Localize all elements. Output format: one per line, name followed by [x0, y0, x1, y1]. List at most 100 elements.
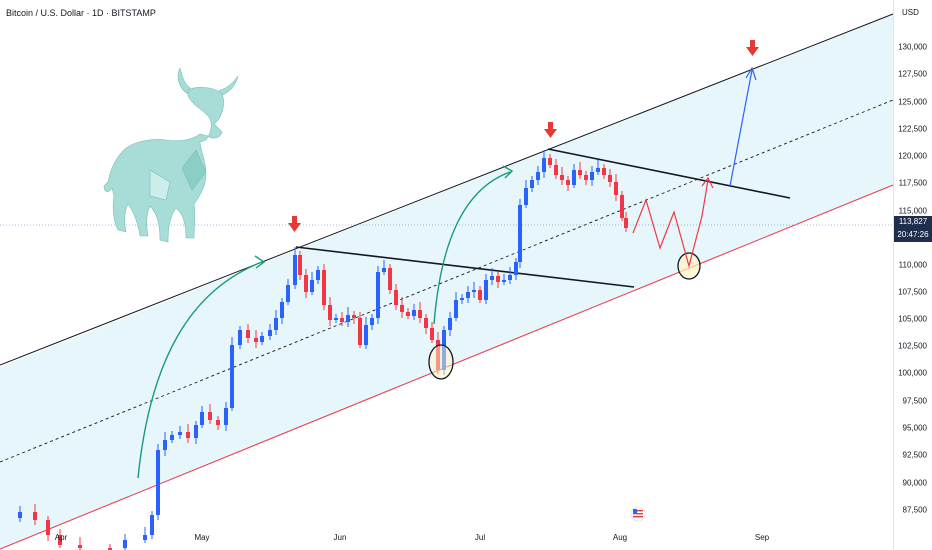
candle-body — [382, 268, 386, 272]
resistance-trendline-1[interactable] — [295, 246, 635, 288]
price-tick: 100,000 — [898, 368, 927, 378]
candle-body — [406, 312, 410, 316]
candle-body — [624, 218, 628, 228]
candle-body — [566, 180, 570, 185]
current-price-value: 113,827 — [898, 217, 928, 226]
candle-body — [123, 540, 127, 548]
channel-upper-line[interactable] — [0, 13, 894, 366]
candle-body — [78, 545, 82, 548]
time-tick: May — [194, 533, 210, 542]
resistance-trendline-2[interactable] — [547, 148, 791, 199]
price-tick: 107,500 — [898, 287, 927, 297]
candle-body — [524, 188, 528, 205]
candle-body — [448, 318, 452, 330]
candle-body — [502, 280, 506, 282]
candle-body — [418, 310, 422, 318]
candle-body — [530, 180, 534, 188]
candle-body — [224, 408, 228, 425]
candle-body — [280, 302, 284, 318]
candle-body — [370, 318, 374, 325]
price-tick: 127,500 — [898, 69, 927, 79]
red-down-arrow-icon — [288, 216, 301, 232]
candle-body — [194, 425, 198, 438]
price-tick: 102,500 — [898, 341, 927, 351]
candle-body — [46, 520, 50, 535]
price-tick: 90,000 — [902, 478, 927, 488]
candle-body — [238, 330, 242, 345]
candle-body — [518, 205, 522, 262]
price-tick: 120,000 — [898, 151, 927, 161]
candle-body — [412, 310, 416, 316]
candle-body — [163, 440, 167, 450]
candle-body — [200, 412, 204, 425]
candle-body — [208, 412, 212, 420]
candle-body — [322, 270, 326, 305]
time-tick: Jun — [333, 533, 347, 542]
teal-arrowhead-2 — [502, 165, 514, 179]
price-tick: 110,000 — [898, 260, 927, 270]
bull-illustration-icon — [103, 67, 239, 243]
candle-body — [596, 168, 600, 172]
candle-body — [548, 158, 552, 165]
candle-body — [554, 165, 558, 175]
candle-body — [460, 298, 464, 300]
candle-body — [310, 280, 314, 292]
price-tick: 130,000 — [898, 42, 927, 52]
candle-body — [602, 168, 606, 175]
candle-body — [514, 262, 518, 275]
time-tick: Aug — [612, 533, 628, 542]
candle-body — [424, 318, 428, 328]
blue-projection-arrowhead — [745, 66, 757, 81]
teal-arrowhead-1 — [254, 255, 266, 269]
candle-body — [542, 158, 546, 172]
candle-body — [454, 300, 458, 318]
price-tick: 125,000 — [898, 97, 927, 107]
candle-body — [254, 338, 258, 342]
candle-body — [58, 535, 62, 545]
price-tick: 115,000 — [898, 206, 927, 216]
ascending-channel-area — [0, 14, 893, 550]
teal-curve-arrow-1 — [137, 261, 263, 479]
candle-body — [274, 318, 278, 330]
bar-countdown: 20:47:26 — [897, 230, 929, 239]
currency-label[interactable]: USD — [902, 8, 919, 17]
red-projection-arrowhead — [701, 176, 714, 189]
price-axis[interactable]: USD 130,000 127,500 125,000 122,500 120,… — [893, 0, 932, 550]
price-tick: 117,500 — [898, 178, 927, 188]
candle-body — [466, 292, 470, 298]
candle-body — [364, 325, 368, 345]
candle-body — [230, 345, 234, 408]
candle-body — [18, 512, 22, 518]
candle-body — [298, 255, 302, 275]
us-flag-event-icon[interactable] — [630, 506, 646, 522]
candle-body — [376, 272, 380, 318]
price-tick: 122,500 — [898, 124, 927, 134]
candle-body — [472, 290, 476, 292]
candle-body — [352, 315, 356, 318]
candle-body — [316, 270, 320, 280]
time-tick: Sep — [754, 533, 770, 542]
candle-body — [400, 305, 404, 312]
candle-body — [328, 305, 332, 320]
support-touch-circle-1 — [428, 344, 454, 380]
blue-projection-line — [729, 69, 753, 187]
candle-body — [584, 175, 588, 180]
time-tick: Apr — [54, 533, 68, 542]
red-down-arrow-icon — [746, 40, 759, 56]
channel-mid-line[interactable] — [0, 99, 894, 463]
price-tick: 95,000 — [902, 423, 927, 433]
candle-body — [358, 318, 362, 345]
candle-body — [334, 318, 338, 320]
candle-body — [260, 336, 264, 342]
teal-curve-arrow-2 — [433, 171, 511, 325]
chart-title: Bitcoin / U.S. Dollar · 1D · BITSTAMP — [6, 8, 156, 18]
candle-body — [33, 512, 37, 520]
candle-body — [484, 280, 488, 300]
candle-body — [536, 172, 540, 180]
candle-body — [572, 170, 576, 185]
candle-body — [108, 548, 112, 550]
candle-body — [608, 175, 612, 182]
candle-body — [394, 290, 398, 305]
candle-body — [478, 290, 482, 300]
